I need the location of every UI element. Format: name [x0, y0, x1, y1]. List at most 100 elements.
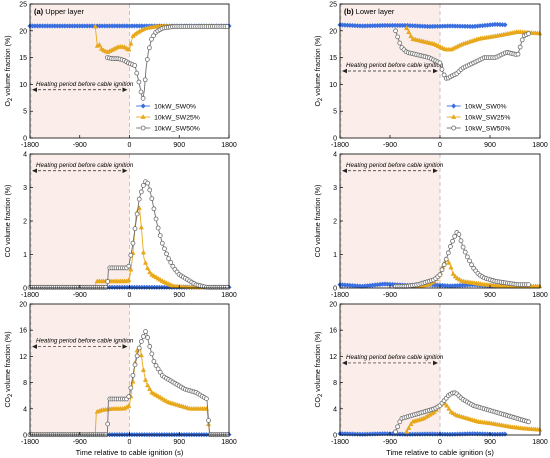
y-tick-label: 4: [333, 406, 337, 413]
data-point: [147, 187, 153, 193]
panel-a_o2: Heating period before cable ignition 0 5 10…: [5, 2, 237, 150]
data-point: [140, 249, 147, 255]
data-point: [126, 277, 132, 282]
y-tick-label: 0: [23, 286, 27, 293]
heating-period-shade: [30, 304, 130, 435]
legend-entry: 10kW_SW50%: [154, 126, 200, 133]
arrow-head-left: [32, 344, 37, 349]
x-tick-label: 1800: [532, 292, 548, 299]
data-point: [136, 345, 142, 351]
x-tick-label: 0: [128, 439, 132, 446]
data-point: [103, 284, 109, 290]
y-tick-label: 20: [19, 302, 27, 309]
data-point: [136, 196, 142, 202]
data-point: [142, 77, 148, 83]
data-point: [408, 421, 414, 427]
x-tick-label: -900: [73, 142, 87, 149]
data-point: [147, 344, 153, 349]
y-tick-label: 20: [19, 28, 27, 35]
heating-period-shade: [340, 304, 440, 435]
legend: 10kW_SW0% 10kW_SW25% 10kW_SW50%: [446, 103, 511, 133]
legend-entry: 10kW_SW0%: [465, 104, 507, 111]
data-point: [526, 419, 531, 425]
data-point: [96, 41, 103, 47]
series-10kW_SW25%: [404, 25, 543, 52]
arrow-head-left: [32, 168, 37, 174]
x-tick-label: 1800: [221, 292, 237, 299]
data-point: [404, 428, 410, 434]
x-tick-label: -1800: [331, 142, 349, 149]
data-point: [162, 246, 167, 252]
y-axis-label: O2 volume fraction (%): [315, 35, 324, 106]
legend-marker: [451, 125, 457, 131]
data-point: [519, 37, 525, 43]
y-axis-label: CO2 volume fraction (%): [5, 331, 14, 407]
data-point: [140, 95, 146, 101]
arrow-head-right: [433, 68, 438, 74]
data-point: [147, 269, 153, 275]
x-tick-label: 900: [173, 142, 185, 149]
series-10kW_SW50%: [393, 230, 531, 289]
data-point: [467, 258, 472, 264]
data-point: [151, 358, 157, 364]
data-point: [126, 263, 132, 269]
y-tick-label: 0: [333, 433, 337, 440]
x-tick-label: 0: [438, 142, 442, 149]
y-tick-label: 15: [329, 55, 337, 62]
data-point: [450, 238, 455, 244]
heating-period-shade: [340, 154, 440, 288]
legend-entry: 10kW_SW25%: [465, 115, 511, 122]
data-point: [452, 273, 458, 279]
data-point: [443, 256, 449, 262]
data-point: [462, 249, 468, 255]
data-point: [105, 421, 111, 427]
data-point: [138, 339, 144, 344]
data-point: [92, 23, 98, 29]
y-tick-label: 0: [333, 136, 337, 143]
y-axis-label: CO volume fraction (%): [5, 185, 12, 258]
y-tick-label: 1: [333, 252, 337, 259]
data-point: [206, 417, 211, 423]
data-point: [441, 72, 447, 78]
y-tick-label: 0: [333, 286, 337, 293]
x-tick-label: -900: [383, 439, 397, 446]
heating-period-label: Heating period before cable ignition: [36, 81, 134, 88]
series-10kW_SW25%: [404, 400, 543, 434]
data-point: [406, 29, 412, 35]
data-point: [502, 431, 508, 437]
x-tick-label: -1800: [331, 292, 349, 299]
data-point: [145, 180, 151, 186]
x-tick-label: -900: [383, 142, 397, 149]
legend-marker: [140, 103, 146, 109]
data-point: [397, 419, 403, 425]
data-point: [159, 240, 165, 246]
y-tick-label: 10: [19, 82, 27, 89]
x-tick-label: 0: [128, 142, 132, 149]
x-tick-label: 0: [128, 292, 132, 299]
y-tick-label: 25: [329, 2, 337, 9]
x-tick-label: 900: [484, 292, 496, 299]
y-tick-label: 20: [329, 28, 337, 35]
data-point: [393, 28, 398, 34]
heating-period-label: Heating period before cable ignition: [346, 162, 444, 169]
data-point: [142, 377, 149, 382]
data-point: [134, 70, 140, 76]
x-tick-label: 1800: [221, 439, 237, 446]
y-tick-label: 3: [23, 185, 27, 192]
data-point: [145, 382, 151, 388]
heating-period-shade: [30, 154, 130, 288]
data-point: [408, 33, 414, 39]
legend-entry: 10kW_SW0%: [154, 104, 196, 111]
data-point: [448, 244, 453, 249]
y-tick-label: 0: [23, 136, 27, 143]
data-point: [446, 405, 452, 411]
data-point: [153, 216, 159, 222]
x-tick-label: 1800: [221, 142, 237, 149]
legend-marker: [140, 125, 146, 131]
data-point: [450, 271, 456, 276]
data-point: [406, 425, 412, 430]
data-point: [166, 256, 172, 262]
data-point: [134, 211, 140, 217]
data-point: [128, 266, 134, 272]
